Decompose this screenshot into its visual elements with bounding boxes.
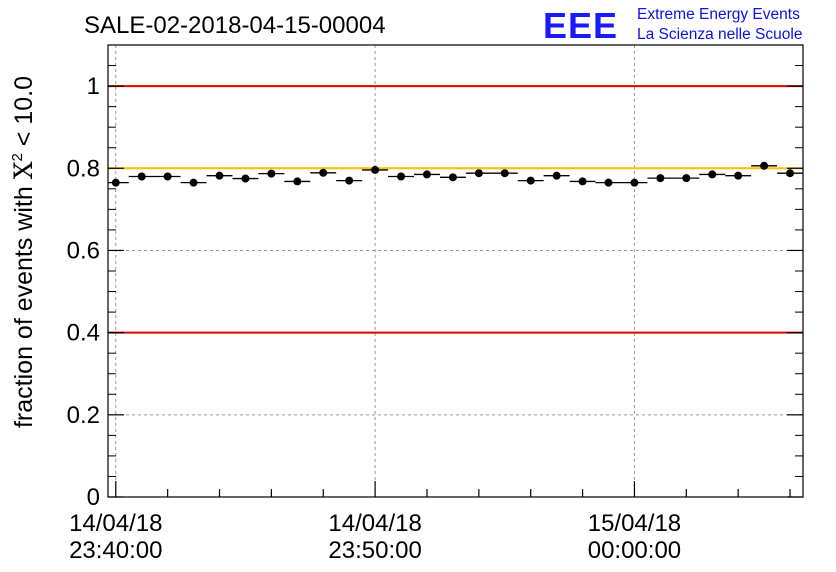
y-tick-label-2: 0.4 xyxy=(67,320,100,347)
logo-line-1: Extreme Energy Events xyxy=(637,6,800,23)
data-point-13 xyxy=(448,173,457,182)
data-point-3 xyxy=(189,178,198,187)
data-point-19 xyxy=(604,178,613,187)
x-tick-label-time-0: 23:40:00 xyxy=(69,537,162,564)
data-point-2 xyxy=(163,172,172,181)
y-tick-label-0: 0 xyxy=(87,484,100,511)
data-point-9 xyxy=(345,176,354,185)
x-tick-label-time-2: 00:00:00 xyxy=(588,537,681,564)
y-tick-label-5: 1 xyxy=(87,73,100,100)
data-point-14 xyxy=(474,169,483,178)
data-point-4 xyxy=(215,171,224,180)
data-point-16 xyxy=(526,176,535,185)
y-axis-label-prefix: fraction of events with xyxy=(10,179,38,428)
y-axis-label-superscript: 2 xyxy=(9,153,26,161)
data-point-18 xyxy=(578,177,587,186)
y-tick-label-4: 0.8 xyxy=(67,155,100,182)
data-point-22 xyxy=(682,174,691,183)
plot-area: 00.20.40.60.8114/04/1823:40:0014/04/1823… xyxy=(67,44,804,564)
data-point-6 xyxy=(267,169,276,178)
logo-letters: EEE xyxy=(543,5,618,46)
data-point-23 xyxy=(708,170,717,179)
data-point-24 xyxy=(734,171,743,180)
data-point-26 xyxy=(786,169,795,178)
data-point-20 xyxy=(630,178,639,187)
logo-line-2: La Scienza nelle Scuole xyxy=(637,26,802,43)
data-point-1 xyxy=(137,172,146,181)
plot-frame xyxy=(107,44,804,498)
y-tick-label-3: 0.6 xyxy=(67,237,100,264)
data-point-12 xyxy=(422,170,431,179)
data-point-0 xyxy=(111,178,120,187)
x-tick-label-time-1: 23:50:00 xyxy=(328,537,421,564)
y-axis-label: fraction of events with X2 < 10.0 xyxy=(9,76,38,428)
x-tick-label-date-1: 14/04/18 xyxy=(328,510,421,537)
data-point-17 xyxy=(552,171,561,180)
eee-logo: EEE Extreme Energy Events La Scienza nel… xyxy=(543,5,802,46)
y-tick-label-1: 0.2 xyxy=(67,402,100,429)
data-point-15 xyxy=(500,169,509,178)
chart-title: SALE-02-2018-04-15-00004 xyxy=(84,12,386,39)
data-point-21 xyxy=(656,174,665,183)
data-point-5 xyxy=(241,174,250,183)
data-point-8 xyxy=(319,168,328,177)
data-point-25 xyxy=(760,161,769,170)
y-axis-label-chi: X xyxy=(9,161,38,179)
x-tick-label-date-2: 15/04/18 xyxy=(588,510,681,537)
data-point-11 xyxy=(397,172,406,181)
data-point-10 xyxy=(371,165,380,174)
x-tick-label-date-0: 14/04/18 xyxy=(69,510,162,537)
data-point-7 xyxy=(293,177,302,186)
y-axis-label-suffix: < 10.0 xyxy=(10,76,38,153)
